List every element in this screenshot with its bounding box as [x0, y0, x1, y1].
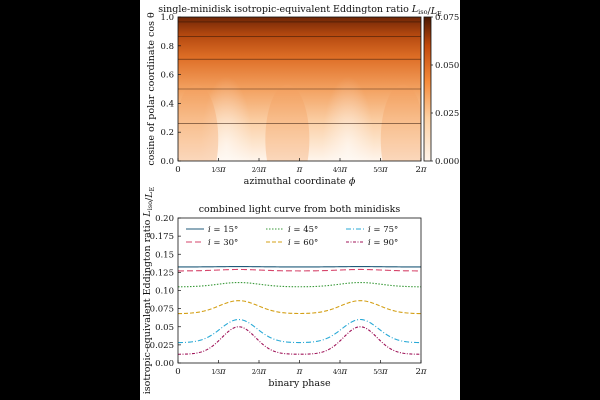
light-curve-x-tick-label: 1⁄3π	[211, 367, 226, 377]
heatmap-y-tick-label: 0.6	[160, 71, 174, 81]
heatmap-y-label: cosine of polar coordinate cos θ	[146, 12, 157, 166]
light-curve-x-tick-label: 2⁄3π	[252, 367, 267, 377]
heatmap-x-tick-label: π	[296, 165, 303, 175]
figure-canvas: single-minidisk isotropic-equivalent Edd…	[142, 4, 459, 394]
light-curve-y-tick-label: 0.15	[155, 250, 174, 260]
light-curve-y-label: isotropic-equivalent Eddington ratio Lis…	[142, 186, 156, 394]
legend-label: i = 60°	[288, 238, 318, 248]
light-curve-x-label: binary phase	[268, 378, 331, 389]
heatmap-y-tick-label: 0.8	[160, 42, 174, 52]
light-curve-y-tick-label: 0.075	[150, 305, 174, 315]
heatmap-warm-lobe	[178, 84, 219, 161]
light-curve-y-tick-label: 0.125	[150, 268, 174, 278]
colorbar-tick-label: 0.050	[435, 61, 459, 71]
series-line	[177, 268, 422, 272]
light-curve-x-tick-label: 5⁄3π	[373, 367, 388, 377]
series-line	[177, 300, 422, 315]
legend-label: i = 15°	[208, 225, 238, 235]
colorbar-tick-label: 0.075	[435, 13, 459, 23]
light-curve-y-ticks: 0.00 0.025 0.05 0.075 0.10 0.125 0.15 0.175 0.20	[150, 214, 181, 369]
heatmap-x-tick-label: 5⁄3π	[373, 165, 388, 175]
colorbar-tick-label: 0.025	[435, 109, 459, 119]
series-line	[177, 318, 422, 344]
figure: single-minidisk isotropic-equivalent Edd…	[140, 0, 460, 400]
legend-label: i = 90°	[368, 238, 398, 248]
light-curve-y-tick-label: 0.05	[155, 323, 174, 333]
heatmap-x-tick-label: 2⁄3π	[252, 165, 267, 175]
light-curve-panel: combined light curve from both minidisks…	[142, 186, 427, 394]
heatmap-light-lobe	[200, 76, 253, 161]
colorbar-ticks: 0.000 0.025 0.050 0.075	[431, 13, 459, 167]
legend-label: i = 30°	[208, 238, 238, 248]
light-curve-x-tick-label: 4⁄3π	[333, 367, 348, 377]
heatmap-x-label: azimuthal coordinate ϕ	[244, 176, 356, 187]
heatmap-title: single-minidisk isotropic-equivalent Edd…	[158, 4, 442, 18]
light-curve-title: combined light curve from both minidisks	[199, 204, 401, 215]
heatmap-contour-lines	[178, 21, 421, 125]
heatmap-y-tick-label: 0.2	[160, 128, 174, 138]
light-curve-y-tick-label: 0.20	[155, 214, 174, 224]
legend-label: i = 45°	[288, 225, 318, 235]
heatmap-x-ticks: 0 1⁄3π 2⁄3π π 4⁄3π 5⁄3π 2π	[175, 158, 427, 175]
heatmap-y-ticks: 0.0 0.2 0.4 0.6 0.8 1.0	[160, 13, 181, 167]
heatmap-warm-lobe	[265, 84, 310, 161]
colorbar-tick-label: 0.000	[435, 157, 459, 167]
heatmap-warm-lobe	[380, 84, 421, 161]
light-curve-y-tick-label: 0.10	[155, 287, 174, 297]
light-curve-y-tick-label: 0.025	[150, 341, 174, 351]
light-curve-y-tick-label: 0.00	[155, 359, 174, 369]
light-curve-series	[177, 266, 422, 355]
heatmap-light-lobe	[322, 76, 375, 161]
light-curve-x-tick-label: π	[296, 367, 303, 377]
light-curve-x-tick-label: 0	[175, 367, 180, 377]
colorbar	[423, 16, 432, 162]
heatmap-panel: single-minidisk isotropic-equivalent Edd…	[146, 4, 459, 187]
heatmap-y-tick-label: 1.0	[160, 13, 174, 23]
heatmap-x-tick-label: 2π	[415, 165, 426, 175]
heatmap-x-tick-label: 4⁄3π	[333, 165, 348, 175]
heatmap-x-tick-label: 0	[175, 165, 180, 175]
light-curve-x-ticks: 0 1⁄3π 2⁄3π π 4⁄3π 5⁄3π 2π	[175, 360, 427, 377]
heatmap-y-tick-label: 0.4	[160, 99, 174, 109]
light-curve-x-tick-label: 2π	[415, 367, 426, 377]
series-line	[177, 281, 422, 288]
light-curve-y-tick-label: 0.175	[150, 232, 174, 242]
heatmap-x-tick-label: 1⁄3π	[211, 165, 226, 175]
heatmap-y-tick-label: 0.0	[160, 157, 174, 167]
legend: i = 15° i = 45° i = 75° i = 30° i = 60° i = 9…	[186, 225, 398, 248]
legend-label: i = 75°	[368, 225, 398, 235]
series-line	[177, 326, 422, 355]
